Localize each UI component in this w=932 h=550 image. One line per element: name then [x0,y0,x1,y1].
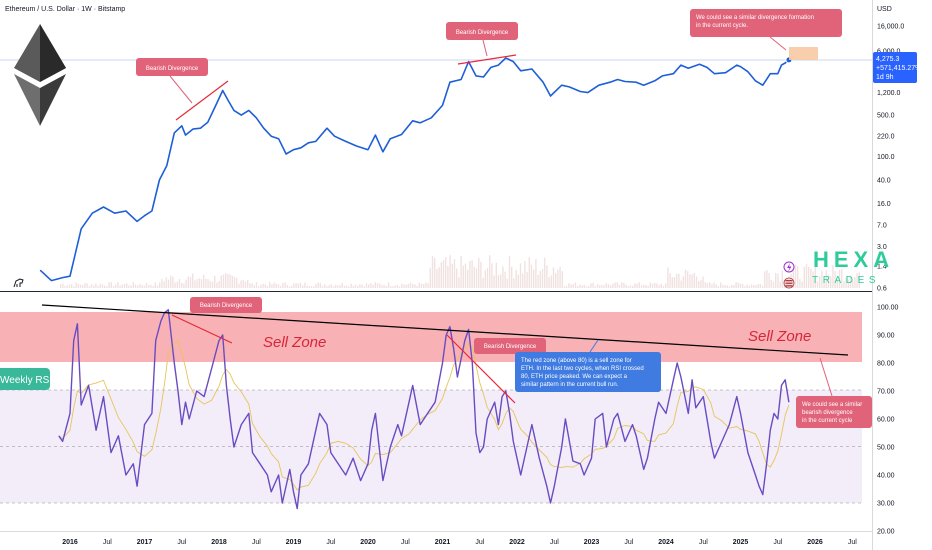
rsi-axis-tick: 20.00 [877,529,895,536]
hexa-trades-logo: HEXA TRADES [812,247,894,286]
rsi-axis-tick: 60.00 [877,417,895,424]
rsi-divergence-line-2 [446,334,516,404]
currency-label: USD [877,6,892,13]
rsi-moving-average [58,338,790,491]
rsi-label-badge: Weekly RSI [0,368,52,390]
volume-bars [60,255,860,288]
symbol-title: Ethereum / U.S. Dollar · 1W · Bitstamp [5,6,125,13]
sell-zone-label-2: Sell Zone [748,328,811,345]
lightning-icon[interactable] [783,261,795,273]
time-axis-tick: Jul [177,539,186,546]
rsi-axis-tick: 50.00 [877,445,895,452]
callout-line: We could see a similar [802,402,862,408]
time-axis-tick: Jul [103,539,112,546]
time-axis-tick: 2024 [658,539,674,546]
price-axis-tick: 500.0 [877,113,895,120]
target-zone-box [789,47,818,60]
time-axis-tick: 2018 [211,539,227,546]
time-axis-tick: Jul [326,539,335,546]
time-axis-tick: 2025 [733,539,749,546]
flag-icon[interactable] [783,277,795,289]
rsi-series [58,309,790,510]
time-axis-tick: 2026 [807,539,823,546]
info-line: 80, ETH price peaked. We can expect a [521,374,628,380]
time-axis-tick: Jul [624,539,633,546]
ethereum-logo-icon [14,24,66,126]
time-axis-tick: 2023 [584,539,600,546]
sell-zone-label-1: Sell Zone [263,334,326,351]
info-line: similar pattern in the current bull run. [521,382,619,388]
rsi-trendline [41,304,849,356]
rsi-axis-tick: 70.00 [877,389,895,396]
callout-label: Bearish Divergence [146,66,199,72]
price-line [39,57,790,282]
callout-label: Bearish Divergence [484,344,537,350]
replay-icon[interactable] [13,278,24,288]
time-axis-tick: Jul [475,539,484,546]
time-axis-tick: 2019 [286,539,302,546]
time-axis-tick: Jul [550,539,559,546]
callout-bearish-divergence-1: Bearish Divergence [136,58,208,104]
rsi-label-text: Weekly RSI [0,375,52,386]
price-change: +571,415.27% [876,65,921,72]
price-axis-tick: 220.0 [877,134,895,141]
price-axis-tick: 0.6 [877,286,887,293]
price-axis-tick: 1.4 [877,264,887,271]
time-axis-tick: 2021 [435,539,451,546]
price-series [39,56,793,282]
rsi-axis-tick: 90.00 [877,333,895,340]
price-axis-tick: 100.0 [877,154,895,161]
time-axis-tick: Jul [401,539,410,546]
rsi-line [58,309,790,510]
sell-zone-band [0,312,862,362]
time-axis-tick: Jul [252,539,261,546]
price-axis-tick: 3.0 [877,244,887,251]
callout-line: in the current cycle [802,418,853,424]
rsi-axis-tick: 40.00 [877,473,895,480]
time-axis-tick: 2022 [509,539,525,546]
callout-similar-divergence: We could see a similar divergence format… [690,9,842,51]
callout-line: We could see a similar divergence format… [696,15,814,21]
rsi-axis-tick: 80.00 [877,361,895,368]
info-line: The red zone (above 80) is a sell zone f… [521,358,632,364]
price-axis-tick: 40.0 [877,178,891,185]
callout-rsi-bearish-divergence-2: Bearish Divergence [474,338,546,354]
info-callout-sell-zone: The red zone (above 80) is a sell zone f… [515,339,661,392]
price-axis-tick: 16.0 [877,201,891,208]
time-axis-tick: Jul [699,539,708,546]
rsi-divergence-line-1 [171,314,233,344]
time-axis-tick: 2020 [360,539,376,546]
time-axis: 2016 Jul 2017 Jul 2018 Jul 2019 Jul 2020 Jul 2021 J… [62,539,857,546]
price-axis-tick: 16,000.0 [877,24,904,31]
rsi-axis: 100.00 90.00 80.00 70.00 60.00 50.00 40.00 30.0… [877,305,899,536]
callout-label: Bearish Divergence [200,303,253,309]
callout-rsi-current: We could see a similar bearish divergenc… [796,357,872,428]
price-axis-tick: 1,200.0 [877,90,900,97]
info-line: ETH. In the last two cycles, when RSI cr… [521,366,644,372]
time-axis-tick: Jul [848,539,857,546]
time-axis-tick: 2017 [137,539,153,546]
callout-rsi-bearish-divergence-1: Bearish Divergence [190,297,262,313]
callout-line: bearish divergence [802,410,853,416]
brand-line-1: HEXA [813,247,894,272]
callout-bearish-divergence-2: Bearish Divergence [446,22,518,57]
price-divergence-line-1 [175,80,229,121]
time-axis-tick: 2016 [62,539,78,546]
callout-line: in the current cycle. [696,23,748,29]
brand-line-2: TRADES [812,275,880,286]
callout-label: Bearish Divergence [456,30,509,36]
current-price-badge: 4,275.3 +571,415.27% 1d 9h [873,52,921,83]
current-price: 4,275.3 [876,56,899,63]
price-divergence-line-2 [457,54,517,65]
time-axis-tick: Jul [773,539,782,546]
rsi-axis-tick: 30.00 [877,501,895,508]
price-axis-tick: 7.0 [877,222,887,229]
rsi-axis-tick: 100.00 [877,305,899,312]
bar-countdown: 1d 9h [876,74,894,81]
rsi-ma-line [58,338,790,491]
